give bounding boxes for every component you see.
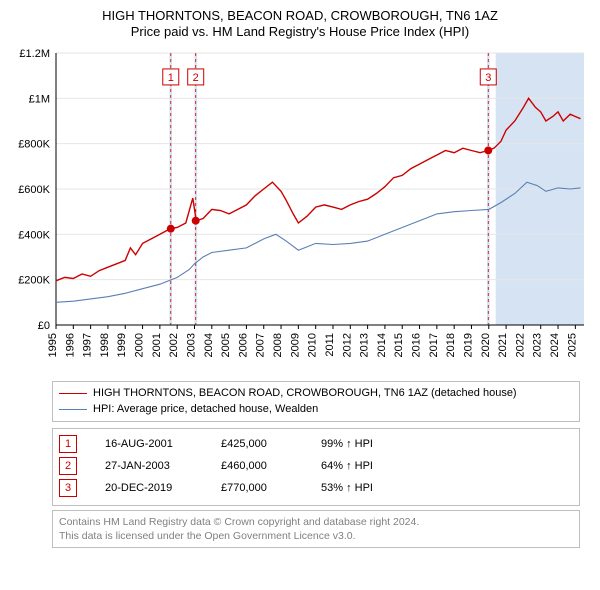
chart-svg: £0 £200K £400K £600K £800K £1M £1.2M 1995 1996 19… xyxy=(10,45,590,375)
svg-text:2006: 2006 xyxy=(237,333,249,357)
legend-item: HPI: Average price, detached house, Weal… xyxy=(59,402,573,417)
svg-text:£600K: £600K xyxy=(18,184,50,196)
transaction-hpi: 64% ↑ HPI xyxy=(321,460,373,472)
svg-text:2010: 2010 xyxy=(307,333,319,357)
svg-text:1995: 1995 xyxy=(47,333,59,357)
legend: HIGH THORNTONS, BEACON ROAD, CROWBOROUGH… xyxy=(52,381,580,422)
legend-swatch xyxy=(59,409,87,410)
legend-item: HIGH THORNTONS, BEACON ROAD, CROWBOROUGH… xyxy=(59,386,573,401)
svg-text:1996: 1996 xyxy=(64,333,76,357)
table-row: 3 20-DEC-2019 £770,000 53% ↑ HPI xyxy=(59,477,573,499)
transaction-marker: 1 xyxy=(59,435,77,453)
transaction-price: £425,000 xyxy=(221,438,293,450)
svg-text:2014: 2014 xyxy=(376,333,388,357)
chart-title-line2: Price paid vs. HM Land Registry's House … xyxy=(10,24,590,39)
svg-text:2003: 2003 xyxy=(185,333,197,357)
table-row: 1 16-AUG-2001 £425,000 99% ↑ HPI xyxy=(59,433,573,455)
transaction-hpi: 99% ↑ HPI xyxy=(321,438,373,450)
legend-swatch xyxy=(59,393,87,394)
svg-text:2015: 2015 xyxy=(393,333,405,357)
transaction-date: 16-AUG-2001 xyxy=(105,438,193,450)
svg-text:2019: 2019 xyxy=(462,333,474,357)
table-row: 2 27-JAN-2003 £460,000 64% ↑ HPI xyxy=(59,455,573,477)
svg-text:2005: 2005 xyxy=(220,333,232,357)
footer-line: This data is licensed under the Open Gov… xyxy=(59,529,573,543)
svg-text:2000: 2000 xyxy=(134,333,146,357)
chart-title-line1: HIGH THORNTONS, BEACON ROAD, CROWBOROUGH… xyxy=(10,8,590,24)
svg-text:2025: 2025 xyxy=(566,333,578,357)
svg-text:2024: 2024 xyxy=(549,333,561,357)
svg-text:2022: 2022 xyxy=(514,333,526,357)
transactions-table: 1 16-AUG-2001 £425,000 99% ↑ HPI 2 27-JA… xyxy=(52,428,580,506)
svg-text:2013: 2013 xyxy=(359,333,371,357)
svg-text:£400K: £400K xyxy=(18,230,50,242)
svg-text:2012: 2012 xyxy=(341,333,353,357)
transaction-price: £770,000 xyxy=(221,482,293,494)
svg-text:3: 3 xyxy=(485,72,491,84)
svg-text:2: 2 xyxy=(193,72,199,84)
svg-text:2017: 2017 xyxy=(428,333,440,357)
transaction-price: £460,000 xyxy=(221,460,293,472)
svg-text:2020: 2020 xyxy=(480,333,492,357)
footer-attribution: Contains HM Land Registry data © Crown c… xyxy=(52,510,580,548)
svg-text:2004: 2004 xyxy=(203,333,215,357)
svg-text:2011: 2011 xyxy=(324,333,336,357)
svg-text:1: 1 xyxy=(168,72,174,84)
transaction-hpi: 53% ↑ HPI xyxy=(321,482,373,494)
svg-text:2021: 2021 xyxy=(497,333,509,357)
svg-text:£1.2M: £1.2M xyxy=(19,48,50,60)
transaction-date: 20-DEC-2019 xyxy=(105,482,193,494)
legend-label: HPI: Average price, detached house, Weal… xyxy=(93,402,318,417)
svg-text:1997: 1997 xyxy=(82,333,94,357)
svg-text:2002: 2002 xyxy=(168,333,180,357)
page-root: HIGH THORNTONS, BEACON ROAD, CROWBOROUGH… xyxy=(0,0,600,554)
transaction-marker: 2 xyxy=(59,457,77,475)
svg-text:2018: 2018 xyxy=(445,333,457,357)
svg-text:£200K: £200K xyxy=(18,275,50,287)
svg-text:2008: 2008 xyxy=(272,333,284,357)
svg-text:1999: 1999 xyxy=(116,333,128,357)
svg-text:2009: 2009 xyxy=(289,333,301,357)
svg-text:1998: 1998 xyxy=(99,333,111,357)
svg-text:2023: 2023 xyxy=(532,333,544,357)
footer-line: Contains HM Land Registry data © Crown c… xyxy=(59,515,573,529)
transaction-marker: 3 xyxy=(59,479,77,497)
svg-text:£0: £0 xyxy=(38,320,50,332)
svg-text:2001: 2001 xyxy=(151,333,163,357)
legend-label: HIGH THORNTONS, BEACON ROAD, CROWBOROUGH… xyxy=(93,386,517,401)
svg-text:2007: 2007 xyxy=(255,333,267,357)
svg-text:2016: 2016 xyxy=(411,333,423,357)
chart-area: £0 £200K £400K £600K £800K £1M £1.2M 1995 1996 19… xyxy=(10,45,590,375)
svg-text:£1M: £1M xyxy=(29,94,50,106)
transaction-date: 27-JAN-2003 xyxy=(105,460,193,472)
svg-text:£800K: £800K xyxy=(18,139,50,151)
